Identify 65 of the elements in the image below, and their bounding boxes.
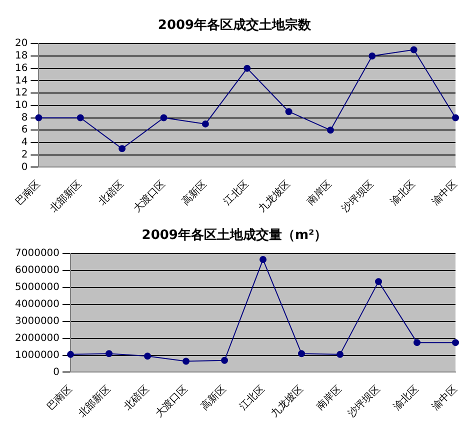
y-tick-label: 2 [21, 149, 28, 160]
y-tick-label: 6 [21, 124, 28, 136]
point [144, 352, 152, 360]
point [67, 350, 74, 358]
x-tick-label: 九龙坡区 [256, 178, 293, 215]
x-tick-label: 渝中区 [430, 178, 460, 208]
point [202, 120, 209, 128]
x-tick-label: 渝北区 [391, 382, 421, 413]
x-tick-label: 高新区 [180, 178, 210, 208]
point [375, 278, 382, 286]
point [118, 145, 126, 152]
y-tick-label: 0 [21, 162, 28, 173]
y-tick-label: 8 [21, 112, 28, 124]
x-tick-label: 巴南区 [44, 382, 74, 413]
x-tick-label: 江北区 [237, 382, 267, 413]
y-tick-label: 16 [14, 62, 28, 74]
point [410, 46, 418, 54]
y-tick-label: 20 [14, 38, 28, 50]
x-tick-label: 大渡口区 [130, 178, 168, 215]
y-tick-label: 1000000 [14, 350, 60, 361]
x-tick-label: 高新区 [198, 382, 228, 413]
point [326, 126, 334, 134]
x-tick-label: 巴南区 [12, 178, 43, 208]
y-tick-label: 0 [53, 366, 60, 378]
point [336, 350, 344, 358]
point [452, 339, 460, 346]
point [414, 339, 421, 346]
y-tick-label: 6000000 [14, 265, 60, 276]
y-tick-label: 10 [14, 100, 28, 112]
x-tick-label: 渝北区 [388, 178, 418, 208]
x-tick-label: 南岸区 [304, 178, 334, 208]
y-tick-label: 3000000 [14, 316, 60, 327]
point [244, 64, 251, 72]
x-tick-label: 北碚区 [96, 178, 126, 208]
point [368, 52, 376, 60]
point [285, 108, 292, 116]
x-tick-label: 九龙坡区 [268, 382, 306, 420]
x-tick-label: 北碚区 [122, 382, 152, 413]
y-tick-label: 12 [14, 88, 28, 99]
point [35, 114, 42, 122]
x-tick-label: 大渡口区 [153, 382, 190, 420]
point [106, 350, 113, 358]
y-tick-label: 14 [14, 75, 28, 86]
x-tick-label: 北部新区 [48, 178, 84, 215]
y-tick-label: 4 [21, 137, 28, 148]
point [76, 114, 84, 122]
y-tick-label: 5000000 [14, 282, 60, 294]
x-tick-label: 渝中区 [430, 382, 460, 413]
y-tick-label: 4000000 [14, 299, 60, 310]
chart-title: 2009年各区成交土地宗数 [158, 17, 312, 34]
y-tick-label: 2000000 [14, 332, 60, 344]
x-tick-label: 沙坪坝区 [339, 178, 376, 215]
point [260, 256, 267, 264]
point [221, 356, 228, 364]
chart-title: 2009年各区土地成交量（m²） [142, 227, 328, 244]
y-tick-label: 7000000 [14, 248, 60, 260]
point [452, 114, 460, 122]
y-tick-label: 18 [14, 50, 28, 62]
point [182, 358, 190, 365]
point [298, 350, 306, 358]
x-tick-label: 南岸区 [314, 382, 344, 413]
x-tick-label: 江北区 [221, 178, 252, 208]
x-tick-label: 北部新区 [76, 382, 113, 420]
x-tick-label: 沙坪坝区 [346, 382, 382, 420]
point [160, 114, 168, 122]
